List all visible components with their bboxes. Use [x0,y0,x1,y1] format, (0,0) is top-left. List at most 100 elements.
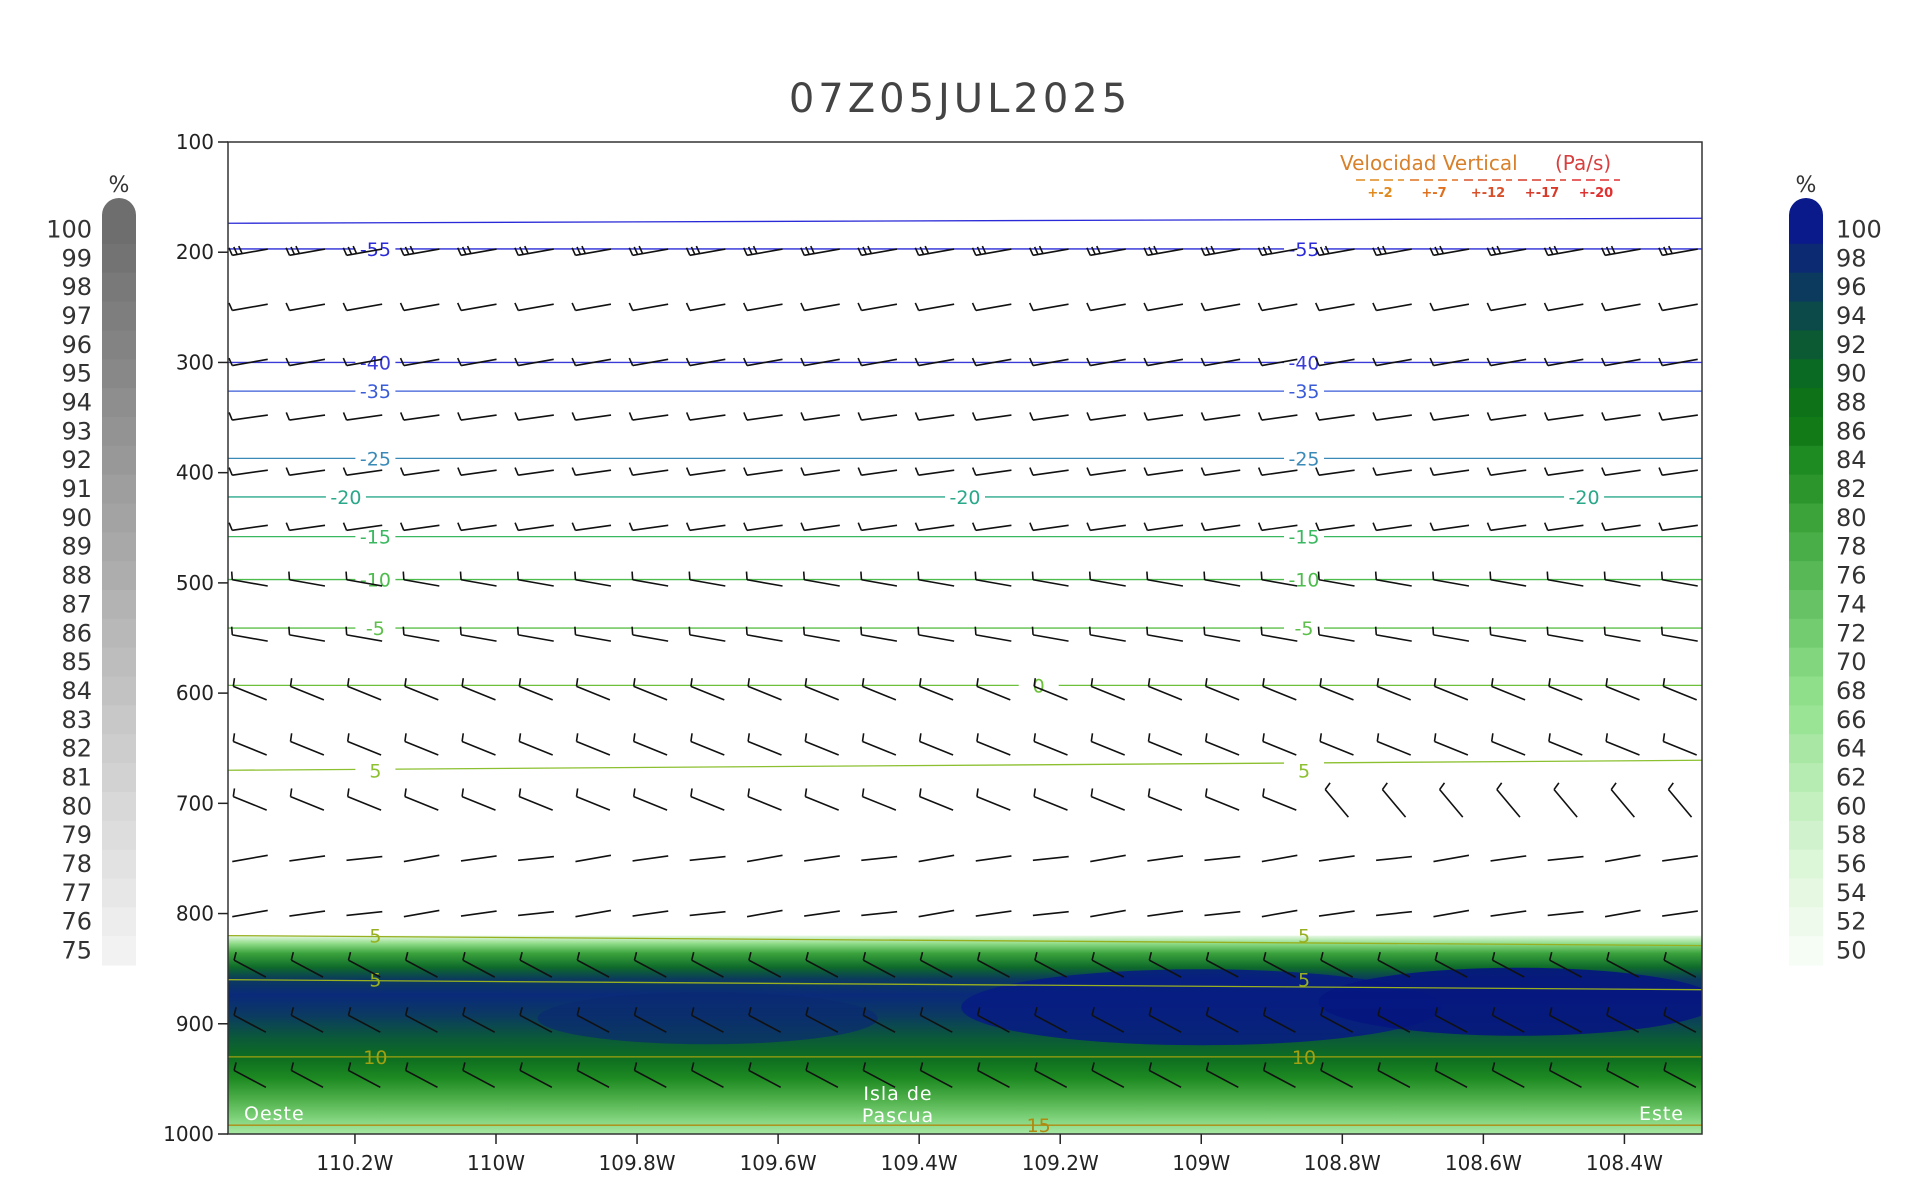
wind-barb [1663,1007,1697,1033]
wind-barb [1489,571,1527,587]
wind-barb [571,302,612,312]
wind-barb [743,522,783,532]
wind-barb [1601,467,1641,476]
wind-barb [399,412,440,421]
x-tick-label: 108.8W [1304,1151,1381,1175]
right-colorbar-label: 90 [1836,360,1867,388]
wind-barb [514,302,554,312]
wind-barb [1543,245,1584,257]
right-colorbar-cap [1789,198,1823,215]
wind-barb [742,357,783,367]
left-colorbar-label: 94 [61,389,92,417]
wind-barb [1662,910,1698,917]
right-colorbar-swatch [1789,878,1823,908]
right-colorbar-label: 72 [1836,619,1867,647]
left-colorbar-swatch [102,791,136,822]
vv-legend-label: +-12 [1471,186,1505,201]
wind-barb [800,245,840,257]
wind-barb [342,522,383,532]
wind-barb [1257,245,1298,257]
left-colorbar-cap [102,198,136,215]
wind-barb [399,302,440,312]
left-colorbar-label: 82 [61,735,92,763]
wind-barb [1090,788,1125,811]
isotherm-label: 5 [1298,760,1310,782]
isotherm-label-bg [355,525,396,548]
left-colorbar-swatch [102,936,136,966]
isotherm-11 [228,979,1702,991]
wind-barb [1143,467,1184,476]
x-tick-label: 110W [467,1151,525,1175]
wind-barb [518,733,553,756]
wind-barb [1486,412,1527,421]
isotherm-label: -5 [1295,618,1314,640]
wind-barb [976,678,1011,701]
wind-barb [1029,522,1069,532]
wind-barb [404,788,439,811]
wind-barb [233,1062,267,1089]
right-colorbar-label: 68 [1836,677,1867,705]
wind-barb [345,571,383,587]
wind-barb [347,1007,381,1033]
wind-barb [632,788,668,811]
wind-barb [1434,1007,1468,1033]
left-colorbar-label: 83 [61,706,92,734]
right-colorbar-label: 92 [1836,331,1867,359]
right-colorbar-swatch [1789,503,1823,533]
wind-barb [745,571,783,587]
wind-barb [1261,854,1298,863]
left-colorbar-swatch [102,590,136,620]
vv-legend-unit: (Pa/s) [1555,151,1611,175]
wind-barb [1204,733,1240,756]
left-colorbar-label: 84 [61,677,92,705]
right-colorbar-label: 94 [1836,302,1867,330]
wind-barb [1205,1062,1239,1089]
wind-barb [1663,1062,1697,1089]
wind-barb [1028,245,1069,257]
right-colorbar-label: 80 [1836,504,1867,532]
wind-barb [457,522,497,532]
wind-barb [1028,357,1069,367]
wind-barb [628,522,669,532]
wind-barb [628,412,669,421]
wind-barb [633,952,667,978]
isotherm-label: 15 [1027,1115,1051,1137]
wind-barb [1317,571,1355,587]
wind-barb [1381,782,1407,818]
wind-barb [1143,245,1184,257]
wind-barb [456,302,497,312]
wind-barb [1376,678,1411,701]
wind-barb [1553,782,1578,818]
wind-barb [747,678,782,701]
left-colorbar-label: 77 [61,879,92,907]
wind-barb [918,733,954,756]
wind-barb [462,1007,496,1033]
wind-barb [1376,733,1411,756]
wind-barb [1200,412,1241,421]
wind-barb [1429,467,1470,476]
wind-barb [919,1007,953,1033]
wind-barb [346,788,382,811]
wind-barb [1433,733,1469,756]
wind-barb [1205,952,1239,978]
right-colorbar-swatch [1789,590,1823,620]
wind-barb [1315,412,1355,421]
wind-barb [685,467,726,476]
wind-barb [575,854,612,863]
wind-barb [632,678,668,701]
wind-barb [1377,952,1411,978]
wind-barb [1660,626,1698,642]
wind-barb [1377,1062,1411,1089]
left-colorbar-swatch [102,445,136,476]
left-colorbar-label: 95 [61,360,92,388]
wind-barb [976,733,1011,756]
wind-barb [914,412,955,421]
right-colorbar-swatch [1789,301,1823,331]
right-colorbar-swatch [1789,907,1823,937]
left-colorbar-label: 78 [61,850,92,878]
wind-barb [1601,412,1641,421]
wind-barb [628,357,669,367]
wind-barb [800,302,840,312]
wind-barb [233,1007,267,1033]
